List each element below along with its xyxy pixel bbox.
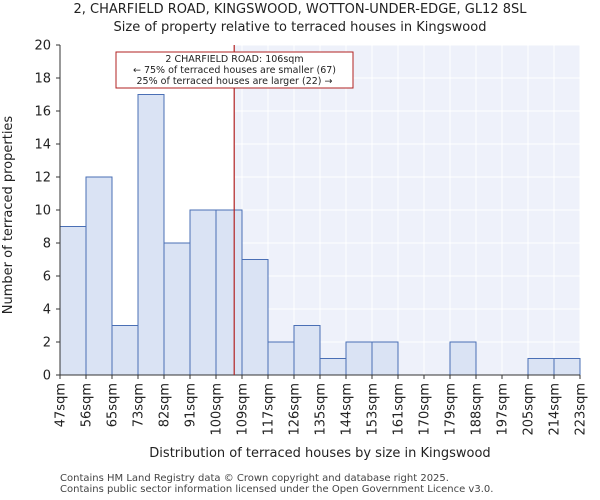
bar-126sqm [293, 325, 321, 376]
bar-117sqm [267, 341, 295, 376]
y-tick-label: 10 [34, 204, 51, 219]
x-tick-label: 56sqm [80, 383, 95, 427]
x-tick-label: 214sqm [548, 383, 563, 436]
histogram-chart: 0 2 4 6 8 10 12 14 16 18 20 47sqm 56sqm 65sqm 73sqm 82… [1, 39, 589, 462]
x-tick-label: 161sqm [392, 383, 407, 436]
chart-title-address: 2, CHARFIELD ROAD, KINGSWOOD, WOTTON-UND… [73, 2, 527, 17]
x-tick-label: 126sqm [288, 383, 303, 436]
y-tick-label: 0 [43, 369, 51, 384]
x-tick-label: 82sqm [158, 383, 173, 427]
bar-65sqm [111, 325, 139, 376]
y-tick-label: 4 [43, 303, 51, 318]
bar-82sqm [163, 242, 191, 376]
y-axis-label: Number of terraced properties [1, 116, 16, 315]
bar-91sqm [189, 209, 217, 376]
x-tick-label: 73sqm [132, 383, 147, 427]
bar-144sqm [345, 341, 373, 376]
y-tick-label: 2 [43, 336, 51, 351]
property-annotation: 2 CHARFIELD ROAD: 106sqm ← 75% of terrac… [115, 51, 354, 89]
y-tick-label: 12 [34, 171, 51, 186]
bars [59, 94, 581, 376]
x-tick-label: 109sqm [236, 383, 251, 436]
x-tick-label: 117sqm [262, 383, 277, 436]
y-tick-label: 14 [34, 138, 51, 153]
bar-56sqm [85, 176, 113, 376]
bar-153sqm [371, 341, 399, 376]
x-tick-label: 65sqm [106, 383, 121, 427]
y-tick-label: 18 [34, 72, 51, 87]
bar-73sqm [137, 94, 165, 376]
x-tick-label: 197sqm [496, 383, 511, 436]
x-tick-label: 188sqm [470, 383, 485, 436]
x-axis-label: Distribution of terraced houses by size … [149, 446, 490, 461]
y-tick-label: 20 [34, 39, 51, 54]
bar-135sqm [319, 358, 347, 376]
bar-109sqm [241, 259, 269, 376]
bar-179sqm [449, 341, 477, 376]
y-axis-ticks: 0 2 4 6 8 10 12 14 16 18 20 [34, 39, 60, 384]
annotation-box [115, 51, 354, 89]
bar-214sqm [553, 358, 581, 376]
x-tick-label: 100sqm [210, 383, 225, 436]
x-tick-label: 47sqm [54, 383, 69, 427]
chart-subtitle: Size of property relative to terraced ho… [113, 20, 487, 35]
annotation-line-2: ← 75% of terraced houses are smaller (67… [133, 65, 336, 76]
y-tick-label: 6 [43, 270, 51, 285]
x-tick-label: 91sqm [184, 383, 199, 427]
y-tick-label: 16 [34, 105, 51, 120]
bar-47sqm [59, 226, 87, 376]
x-tick-label: 135sqm [314, 383, 329, 436]
x-tick-label: 153sqm [366, 383, 381, 436]
bar-205sqm [527, 358, 555, 376]
x-tick-label: 144sqm [340, 383, 355, 436]
x-axis-ticks: 47sqm 56sqm 65sqm 73sqm 82sqm 91sqm 100sqm 109s… [54, 375, 589, 436]
x-tick-label: 223sqm [574, 383, 589, 436]
annotation-line-1: 2 CHARFIELD ROAD: 106sqm [165, 54, 303, 65]
footer-licence: Contains public sector information licen… [60, 484, 494, 495]
annotation-line-3: 25% of terraced houses are larger (22) → [137, 76, 333, 87]
x-tick-label: 179sqm [444, 383, 459, 436]
x-tick-label: 205sqm [522, 383, 537, 436]
footer-copyright: Contains HM Land Registry data © Crown c… [60, 473, 449, 484]
bar-100sqm [215, 209, 243, 376]
x-tick-label: 170sqm [418, 383, 433, 436]
y-tick-label: 8 [43, 237, 51, 252]
